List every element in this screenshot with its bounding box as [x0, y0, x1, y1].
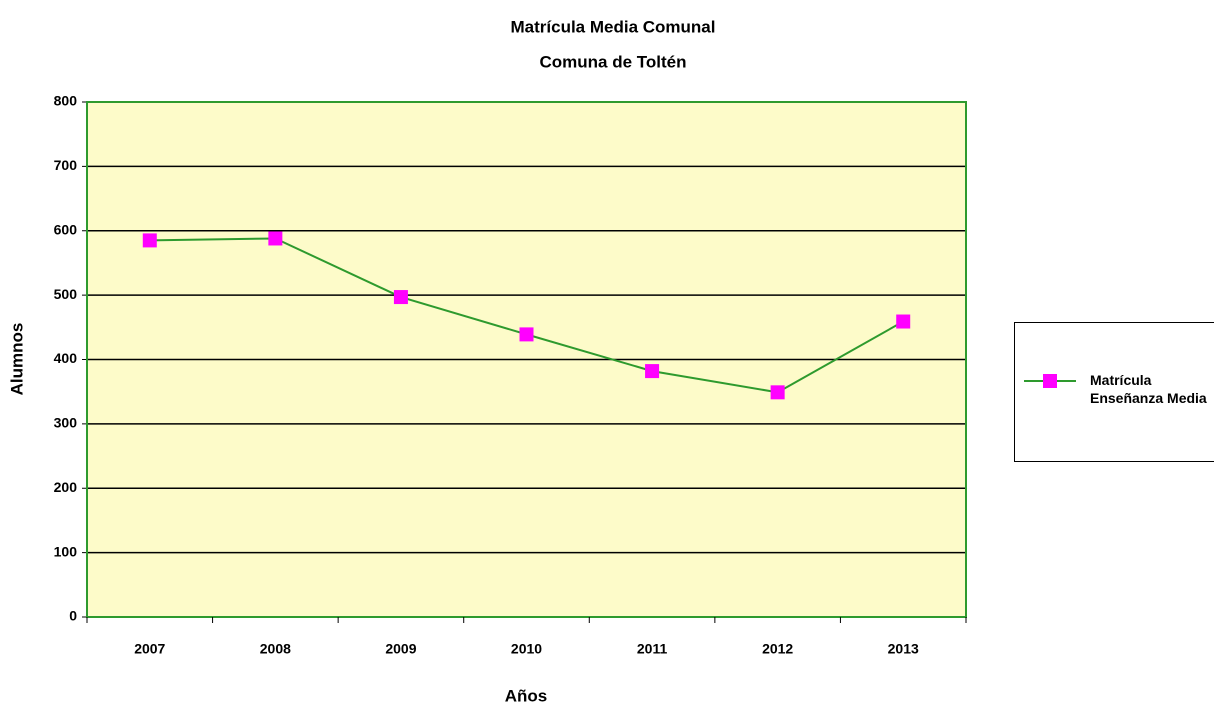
x-tick-label: 2009 — [385, 641, 416, 657]
marker — [770, 385, 785, 400]
chart-subtitle: Comuna de Toltén — [539, 52, 686, 71]
marker — [393, 290, 408, 305]
x-tick-label: 2012 — [762, 641, 793, 657]
chart-title: Matrícula Media Comunal — [511, 17, 716, 36]
legend-symbol — [1024, 374, 1076, 388]
marker — [896, 314, 911, 329]
x-tick-label: 2007 — [134, 641, 165, 657]
plot-border — [86, 101, 967, 618]
x-tick-label: 2011 — [637, 641, 668, 657]
y-tick-label: 300 — [54, 415, 78, 431]
y-tick-label: 0 — [69, 608, 77, 624]
y-tick-label: 600 — [54, 221, 78, 237]
y-tick-label: 400 — [54, 350, 78, 366]
marker — [268, 231, 283, 246]
x-tick-label: 2010 — [511, 641, 542, 657]
x-tick-label: 2008 — [260, 641, 291, 657]
marker — [645, 364, 660, 379]
legend: Matrícula Enseñanza Media — [1014, 322, 1214, 462]
y-tick-label: 800 — [54, 93, 78, 109]
legend-marker — [1043, 374, 1057, 388]
marker — [142, 233, 157, 248]
x-tick-label: 2013 — [888, 641, 919, 657]
y-tick-label: 200 — [54, 479, 78, 495]
y-axis-label: Alumnos — [7, 323, 26, 396]
y-tick-label: 700 — [54, 157, 78, 173]
y-tick-label: 100 — [54, 543, 78, 559]
legend-label: Matrícula Enseñanza Media — [1090, 372, 1207, 406]
marker — [519, 327, 534, 342]
y-tick-label: 500 — [54, 286, 78, 302]
x-axis-label: Años — [505, 686, 548, 705]
